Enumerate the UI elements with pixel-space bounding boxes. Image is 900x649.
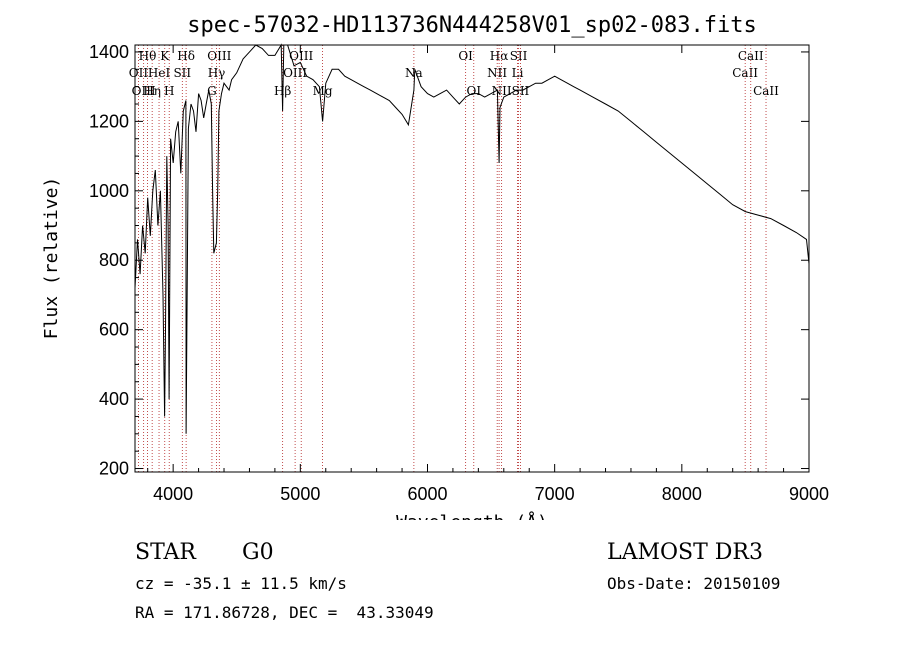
y-tick-label-2: 600 (99, 320, 129, 340)
marker-label-3: Hη (143, 84, 161, 98)
x-tick-label-2: 6000 (407, 484, 447, 504)
redshift-cz: cz = -35.1 ± 11.5 km/s (135, 574, 347, 593)
y-tick-label-3: 800 (99, 250, 129, 270)
chart-title: spec-57032-HD113736N444258V01_sp02-083.f… (187, 13, 757, 38)
marker-label-25: CaII (732, 66, 758, 80)
y-axis-label: Flux (relative) (41, 177, 62, 340)
marker-label-26: CaII (738, 49, 764, 63)
survey-name: LAMOST DR3 (607, 540, 763, 565)
object-class: STAR (135, 540, 196, 565)
y-axis-ticks: 200 400 600 800 1000 1200 1400 (89, 42, 809, 479)
marker-label-24: SII (512, 84, 530, 98)
spectrum-chart: spec-57032-HD113736N444258V01_sp02-083.f… (41, 13, 829, 520)
marker-label-10: Hγ (208, 66, 226, 80)
observation-date: Obs-Date: 20150109 (607, 574, 781, 593)
marker-label-27: CaII (753, 84, 779, 98)
marker-label-23: Li (512, 66, 524, 80)
x-tick-label-5: 9000 (789, 484, 829, 504)
marker-label-1: OII (129, 66, 149, 80)
marker-label-16: Na (405, 66, 423, 80)
y-tick-label-0: 200 (99, 459, 129, 479)
marker-label-8: Hδ (177, 49, 195, 63)
x-tick-label-3: 7000 (535, 484, 575, 504)
x-tick-label-1: 5000 (280, 484, 320, 504)
y-tick-label-1: 400 (99, 389, 129, 409)
marker-label-17: OI (458, 49, 473, 63)
marker-label-13: OIII (283, 66, 307, 80)
y-tick-label-6: 1400 (89, 42, 129, 62)
marker-label-19: Hα (490, 49, 509, 63)
marker-label-7: SII (173, 66, 191, 80)
x-axis-ticks: 4000 5000 6000 7000 8000 9000 (147, 45, 829, 504)
marker-label-9: OIII (207, 49, 231, 63)
marker-label-6: H (164, 84, 174, 98)
marker-label-14: OIII (289, 49, 313, 63)
marker-label-0: Hθ (139, 49, 157, 63)
flux-series-line (134, 43, 810, 434)
subclass: G0 (242, 540, 274, 565)
y-tick-label-5: 1200 (89, 111, 129, 131)
marker-label-20: NII (487, 66, 507, 80)
plot-frame (134, 44, 810, 473)
y-tick-label-4: 1000 (89, 181, 129, 201)
marker-label-11: G (207, 84, 217, 98)
marker-label-22: SII (510, 49, 528, 63)
x-tick-label-0: 4000 (153, 484, 193, 504)
marker-label-15: Mg (313, 84, 333, 98)
marker-label-5: K (160, 49, 170, 63)
marker-label-4: HeI (148, 66, 171, 80)
x-tick-label-4: 8000 (662, 484, 702, 504)
x-axis-label: Wavelength (Å) (396, 511, 548, 520)
coordinates: RA = 171.86728, DEC = 43.33049 (135, 603, 434, 622)
marker-label-2: OIII (132, 84, 156, 98)
marker-label-21: NII (492, 84, 512, 98)
